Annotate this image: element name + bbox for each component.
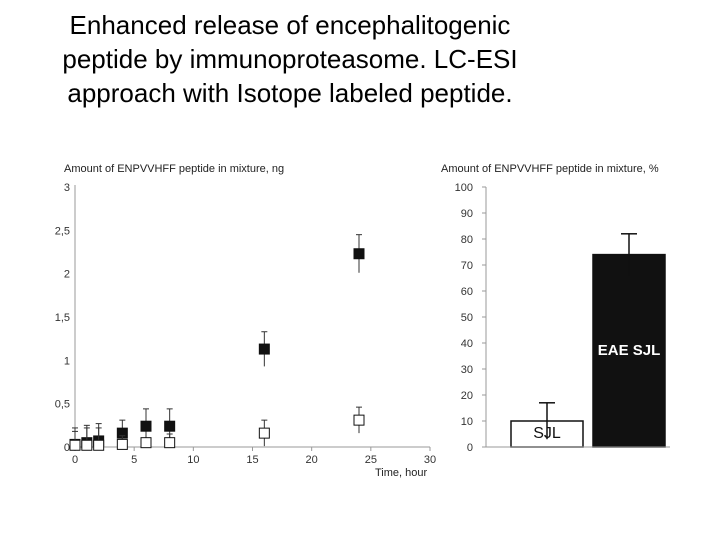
open-square-point [116,438,128,450]
left-y-tick-label: 2,5 [55,225,70,237]
filled-square-point [353,248,365,260]
left-x-ticks: 0 5 10 15 20 25 30 [72,447,436,466]
right-y-ticks: 0 10 20 30 40 50 60 70 80 90 100 [455,182,486,454]
left-y-tick-label: 1 [64,355,70,367]
slide-title-line-2: peptide by immunoproteasome. LC-ESI [62,44,518,74]
slide-title: Enhanced release of encephalitogenic pep… [0,8,580,110]
left-x-tick-label: 30 [424,454,436,466]
right-y-tick-label: 40 [461,338,473,350]
open-square-point [164,437,176,449]
filled-square-point [258,343,270,355]
right-y-tick-label: 80 [461,234,473,246]
open-square-point [353,414,365,426]
left-x-tick-label: 0 [72,454,78,466]
left-x-tick-label: 25 [365,454,377,466]
open-square-point [93,439,105,451]
right-y-tick-label: 10 [461,416,473,428]
left-y-tick-label: 2 [64,269,70,281]
bar-label: SJL [533,425,561,442]
left-x-tick-label: 5 [131,454,137,466]
open-square-point [140,437,152,449]
left-y-axis-title: Amount of ENPVVHFF peptide in mixture, n… [64,163,284,175]
right-y-tick-label: 50 [461,312,473,324]
right-y-axis-title: Amount of ENPVVHFF peptide in mixture, % [441,163,659,175]
left-y-tick-label: 3 [64,182,70,194]
right-y-tick-label: 60 [461,286,473,298]
right-y-tick-label: 70 [461,260,473,272]
right-y-tick-label: 0 [467,442,473,454]
left-y-tick-label: 0 [64,442,70,454]
right-y-tick-label: 30 [461,364,473,376]
left-y-ticks: 0 0,5 1 1,5 2 2,5 3 [55,182,70,454]
right-y-tick-label: 100 [455,182,473,194]
open-square-point [69,439,81,451]
bar-eae-sjl [592,253,666,448]
slide-title-line-3: approach with Isotope labeled peptide. [67,78,513,108]
left-data-marks [69,234,365,451]
filled-square-point [140,420,152,432]
right-y-tick-label: 20 [461,390,473,402]
open-square-point [81,439,93,451]
left-y-tick-label: 0,5 [55,399,70,411]
bar-label: EAE SJL [598,342,661,359]
open-square-point [258,427,270,439]
left-x-tick-label: 20 [306,454,318,466]
left-x-axis-title: Time, hour [375,467,428,479]
left-y-tick-label: 1,5 [55,312,70,324]
left-x-tick-label: 10 [187,454,199,466]
filled-square-point [164,420,176,432]
slide-title-line-1: Enhanced release of encephalitogenic [69,10,511,40]
right-bars: SJL EAE SJL [486,233,670,448]
right-y-tick-label: 90 [461,208,473,220]
left-x-tick-label: 15 [246,454,258,466]
time-course-chart: Amount of ENPVVHFF peptide in mixture, n… [55,163,436,479]
percent-bar-chart: Amount of ENPVVHFF peptide in mixture, %… [441,163,670,454]
